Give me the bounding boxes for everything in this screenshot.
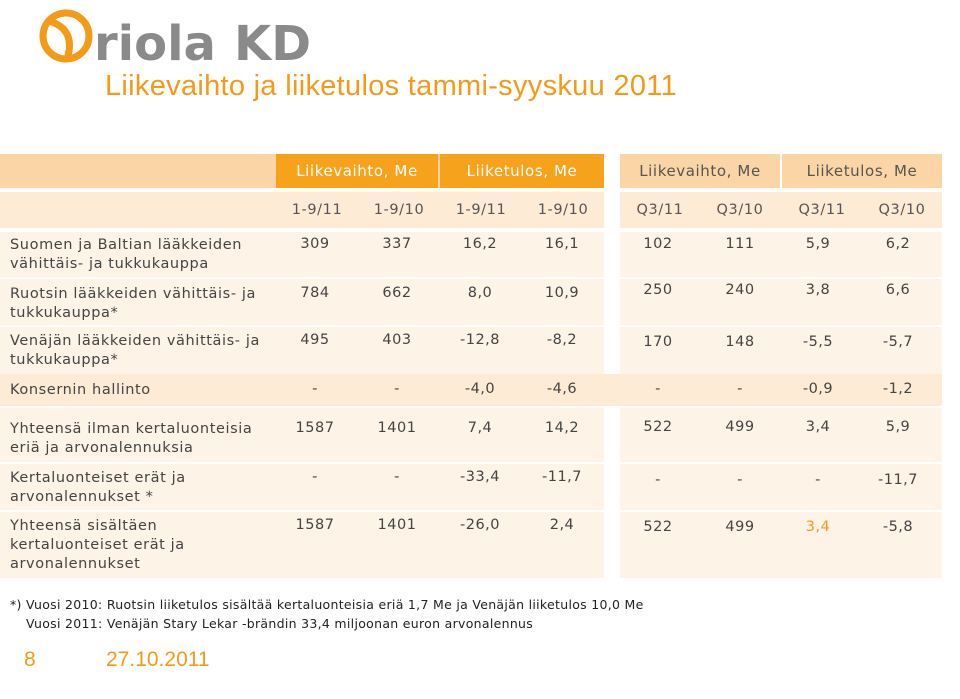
cell-value: 14,2 — [544, 420, 580, 436]
subheader-cell: 1-9/11 — [291, 202, 343, 218]
cell-value: -5,7 — [882, 334, 914, 350]
subheader-bar-right — [620, 192, 942, 228]
row-divider — [0, 510, 942, 512]
cell-value: - — [394, 381, 400, 397]
cell-value: 8,0 — [467, 285, 493, 301]
cell-value: - — [312, 469, 318, 485]
cell-value: -26,0 — [459, 517, 501, 533]
cell-value: 6,2 — [885, 236, 911, 252]
cell-value: 102 — [643, 236, 673, 252]
cell-value: - — [394, 469, 400, 485]
cell-value: 784 — [300, 285, 330, 301]
cell-value: 10,9 — [544, 285, 580, 301]
cell-value: 403 — [382, 332, 412, 348]
cell-value: 3,4 — [805, 419, 831, 435]
subheader-bar-left — [0, 192, 604, 228]
row-divider — [0, 277, 942, 279]
subheader-cell: 1-9/10 — [537, 202, 589, 218]
subheader-cell: 1-9/10 — [373, 202, 425, 218]
cell-value: 148 — [725, 334, 755, 350]
cell-value: 662 — [382, 285, 412, 301]
cell-value: 5,9 — [805, 236, 831, 252]
cell-value: 6,6 — [885, 282, 911, 298]
cell-value: - — [737, 472, 743, 488]
group-header-ebit-ytd: Liiketulos, Me — [440, 154, 604, 188]
cell-value: 1587 — [295, 420, 335, 436]
cell-value: - — [312, 381, 318, 397]
cell-value: -12,8 — [459, 332, 501, 348]
cell-value: 3,8 — [805, 282, 831, 298]
cell-value: 499 — [725, 519, 755, 535]
group-header-revenue-ytd: Liikevaihto, Me — [276, 154, 438, 188]
row-label-finland-baltics: Suomen ja Baltian lääkkeiden vähittäis- … — [10, 237, 243, 272]
footnote: *) Vuosi 2010: Ruotsin liiketulos sisält… — [10, 597, 644, 612]
cell-value: - — [815, 472, 821, 488]
cell-value: - — [655, 472, 661, 488]
cell-value: -11,7 — [877, 472, 919, 488]
cell-value: 1401 — [377, 420, 417, 436]
cell-value: 1587 — [295, 517, 335, 533]
cell-value: 111 — [725, 236, 755, 252]
subheader-cell: Q3/10 — [716, 202, 764, 218]
cell-value: 16,2 — [462, 236, 498, 252]
cell-value: -5,5 — [802, 334, 834, 350]
cell-value: 309 — [300, 236, 330, 252]
cell-value: -11,7 — [541, 469, 583, 485]
group-header-revenue-q3: Liikevaihto, Me — [620, 154, 780, 188]
cell-value: 16,1 — [544, 236, 580, 252]
oriola-kd-logo: riola KD — [39, 9, 311, 66]
row-label-one-off: Kertaluonteiset erät ja arvonalennukset … — [10, 470, 186, 505]
cell-value: 250 — [643, 282, 673, 298]
cell-value: 7,4 — [467, 420, 493, 436]
row-label-group-admin: Konsernin hallinto — [10, 382, 151, 398]
subheader-cell: Q3/11 — [636, 202, 684, 218]
cell-value: - — [655, 381, 661, 397]
cell-value: 522 — [643, 519, 673, 535]
subheader-cell: Q3/10 — [878, 202, 926, 218]
cell-value: - — [737, 381, 743, 397]
row-label-total-incl: Yhteensä sisältäen kertaluonteiset erät … — [10, 518, 185, 572]
page-number: 8 — [24, 648, 36, 671]
cell-value: -1,2 — [882, 381, 914, 397]
cell-value: 170 — [643, 334, 673, 350]
cell-value: 337 — [382, 236, 412, 252]
totals-block-left — [0, 408, 604, 578]
cell-value: -8,2 — [546, 332, 578, 348]
cell-value: 3,4 — [805, 519, 831, 535]
cell-value: -0,9 — [802, 381, 834, 397]
cell-value: -4,6 — [546, 381, 578, 397]
subheader-cell: Q3/11 — [798, 202, 846, 218]
row-label-total-excl: Yhteensä ilman kertaluonteisia eriä ja a… — [10, 421, 253, 456]
body-block-left — [0, 232, 604, 374]
body-block-right — [620, 232, 942, 374]
subheader-cell: 1-9/11 — [455, 202, 507, 218]
cell-value: 240 — [725, 282, 755, 298]
row-label-russia: Venäjän lääkkeiden vähittäis- ja tukkuka… — [10, 333, 260, 368]
group-header-ebit-q3: Liiketulos, Me — [782, 154, 942, 188]
svg-text:riola: riola — [94, 16, 216, 66]
svg-text:KD: KD — [234, 16, 311, 66]
page-title: Liikevaihto ja liiketulos tammi-syyskuu … — [105, 70, 677, 102]
row-divider — [0, 325, 942, 327]
totals-block-right — [620, 408, 942, 578]
cell-value: 1401 — [377, 517, 417, 533]
cell-value: 499 — [725, 419, 755, 435]
footnote: Vuosi 2011: Venäjän Stary Lekar -brändin… — [26, 616, 534, 631]
cell-value: 522 — [643, 419, 673, 435]
row-divider — [0, 462, 942, 464]
cell-value: 2,4 — [549, 517, 575, 533]
cell-value: -4,0 — [464, 381, 496, 397]
footer-date: 27.10.2011 — [106, 648, 210, 671]
row-label-sweden: Ruotsin lääkkeiden vähittäis- ja tukkuka… — [10, 286, 256, 321]
cell-value: 5,9 — [885, 419, 911, 435]
cell-value: 495 — [300, 332, 330, 348]
cell-value: -5,8 — [882, 519, 914, 535]
hallinto-row-bg — [0, 374, 942, 406]
cell-value: -33,4 — [459, 469, 501, 485]
